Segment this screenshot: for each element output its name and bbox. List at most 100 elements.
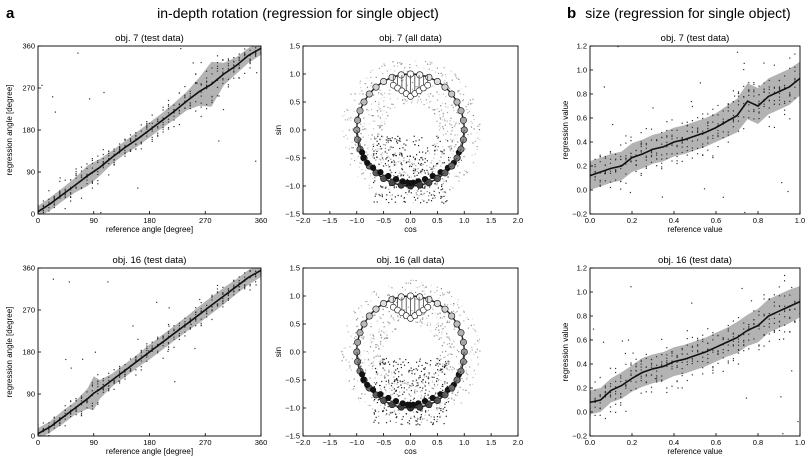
data-point bbox=[222, 82, 224, 85]
data-point bbox=[681, 142, 683, 144]
data-point bbox=[604, 385, 606, 387]
data-point bbox=[702, 367, 704, 369]
data-point bbox=[396, 406, 398, 408]
data-point bbox=[178, 92, 180, 94]
data-point bbox=[410, 192, 412, 194]
data-point bbox=[365, 77, 367, 79]
data-point bbox=[249, 289, 251, 291]
data-point bbox=[686, 139, 688, 141]
data-point bbox=[97, 171, 99, 173]
data-point bbox=[211, 306, 213, 308]
data-point bbox=[80, 400, 83, 402]
data-point bbox=[436, 407, 438, 409]
data-point bbox=[423, 200, 425, 202]
data-point bbox=[447, 354, 449, 356]
data-point bbox=[398, 412, 400, 414]
data-point bbox=[189, 93, 191, 95]
data-point bbox=[599, 172, 601, 174]
data-point bbox=[373, 154, 375, 156]
data-point bbox=[206, 304, 208, 306]
data-point bbox=[344, 114, 346, 116]
data-point bbox=[382, 367, 384, 369]
data-point bbox=[389, 69, 392, 71]
data-point bbox=[408, 176, 410, 178]
data-point bbox=[86, 400, 88, 402]
outlier-point bbox=[52, 278, 54, 280]
data-point bbox=[387, 361, 389, 363]
data-point bbox=[686, 146, 688, 148]
std-band bbox=[590, 286, 800, 415]
data-point bbox=[162, 128, 164, 130]
predicted-marker bbox=[385, 172, 392, 180]
data-point bbox=[414, 144, 416, 146]
data-point bbox=[650, 391, 653, 393]
data-point bbox=[91, 187, 93, 189]
data-point bbox=[387, 372, 390, 374]
data-point bbox=[403, 390, 405, 392]
data-point bbox=[620, 402, 622, 404]
data-point bbox=[439, 140, 441, 142]
data-point bbox=[439, 416, 441, 418]
x-tick-label: 0.2 bbox=[627, 216, 637, 225]
data-point bbox=[399, 62, 401, 64]
data-point bbox=[119, 375, 121, 377]
data-point bbox=[434, 183, 436, 185]
data-point bbox=[408, 371, 410, 373]
data-point bbox=[447, 146, 449, 148]
data-point bbox=[435, 334, 437, 336]
data-point bbox=[442, 134, 445, 136]
data-point bbox=[444, 403, 446, 405]
data-point bbox=[399, 358, 401, 360]
data-point bbox=[119, 143, 121, 145]
data-point bbox=[364, 128, 366, 130]
data-point bbox=[451, 343, 453, 345]
outlier-point bbox=[791, 370, 793, 372]
data-point bbox=[378, 415, 380, 417]
data-point bbox=[438, 378, 440, 380]
data-point bbox=[472, 376, 474, 379]
angle-marker bbox=[425, 295, 433, 303]
data-point bbox=[368, 114, 370, 116]
data-point bbox=[435, 145, 437, 147]
data-point bbox=[403, 160, 405, 162]
data-point bbox=[442, 114, 444, 116]
angle-marker bbox=[453, 98, 461, 106]
data-point bbox=[426, 324, 428, 326]
data-point bbox=[393, 392, 395, 394]
data-point bbox=[794, 78, 796, 81]
data-point bbox=[410, 395, 412, 397]
data-point bbox=[108, 372, 110, 374]
data-point bbox=[124, 139, 126, 141]
data-point bbox=[388, 286, 390, 288]
data-point bbox=[97, 160, 99, 162]
predicted-marker bbox=[385, 394, 392, 402]
outlier-point bbox=[677, 387, 679, 389]
data-point bbox=[157, 134, 159, 136]
data-point bbox=[249, 270, 251, 273]
data-point bbox=[479, 350, 481, 352]
data-point bbox=[167, 348, 170, 350]
data-point bbox=[440, 380, 442, 382]
data-point bbox=[620, 155, 622, 158]
data-point bbox=[609, 158, 612, 160]
data-point bbox=[454, 144, 457, 146]
data-point bbox=[378, 348, 380, 350]
outlier-point bbox=[255, 160, 257, 162]
data-point bbox=[391, 374, 393, 376]
outlier-point bbox=[238, 77, 240, 79]
data-point bbox=[419, 376, 421, 378]
data-point bbox=[359, 162, 361, 164]
data-point bbox=[102, 167, 104, 169]
data-point bbox=[373, 153, 375, 155]
data-point bbox=[373, 136, 376, 138]
data-point bbox=[387, 336, 389, 338]
plot-area bbox=[38, 46, 261, 214]
data-point bbox=[420, 190, 422, 192]
outlier-point bbox=[743, 62, 745, 64]
data-point bbox=[438, 338, 440, 340]
data-point bbox=[222, 300, 224, 302]
data-point bbox=[360, 305, 362, 307]
data-point bbox=[370, 300, 372, 302]
data-point bbox=[446, 385, 448, 388]
data-point bbox=[392, 154, 394, 156]
